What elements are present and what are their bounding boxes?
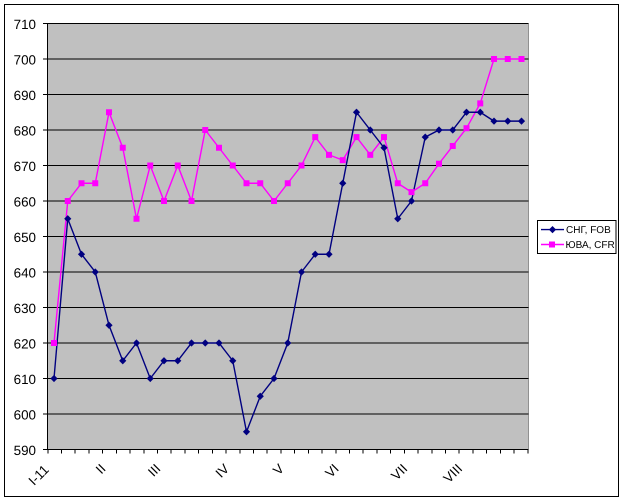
svg-text:690: 690 bbox=[14, 88, 36, 103]
svg-text:630: 630 bbox=[14, 301, 36, 316]
svg-text:ЮВА, CFR: ЮВА, CFR bbox=[566, 240, 615, 251]
svg-text:680: 680 bbox=[14, 124, 36, 139]
svg-text:610: 610 bbox=[14, 372, 36, 387]
svg-text:640: 640 bbox=[14, 266, 36, 281]
svg-text:600: 600 bbox=[14, 408, 36, 423]
svg-text:710: 710 bbox=[14, 17, 36, 32]
svg-text:660: 660 bbox=[14, 195, 36, 210]
svg-text:670: 670 bbox=[14, 159, 36, 174]
svg-text:590: 590 bbox=[14, 443, 36, 458]
svg-text:700: 700 bbox=[14, 53, 36, 68]
svg-text:620: 620 bbox=[14, 337, 36, 352]
svg-text:650: 650 bbox=[14, 230, 36, 245]
svg-text:СНГ, FOB: СНГ, FOB bbox=[566, 225, 611, 236]
